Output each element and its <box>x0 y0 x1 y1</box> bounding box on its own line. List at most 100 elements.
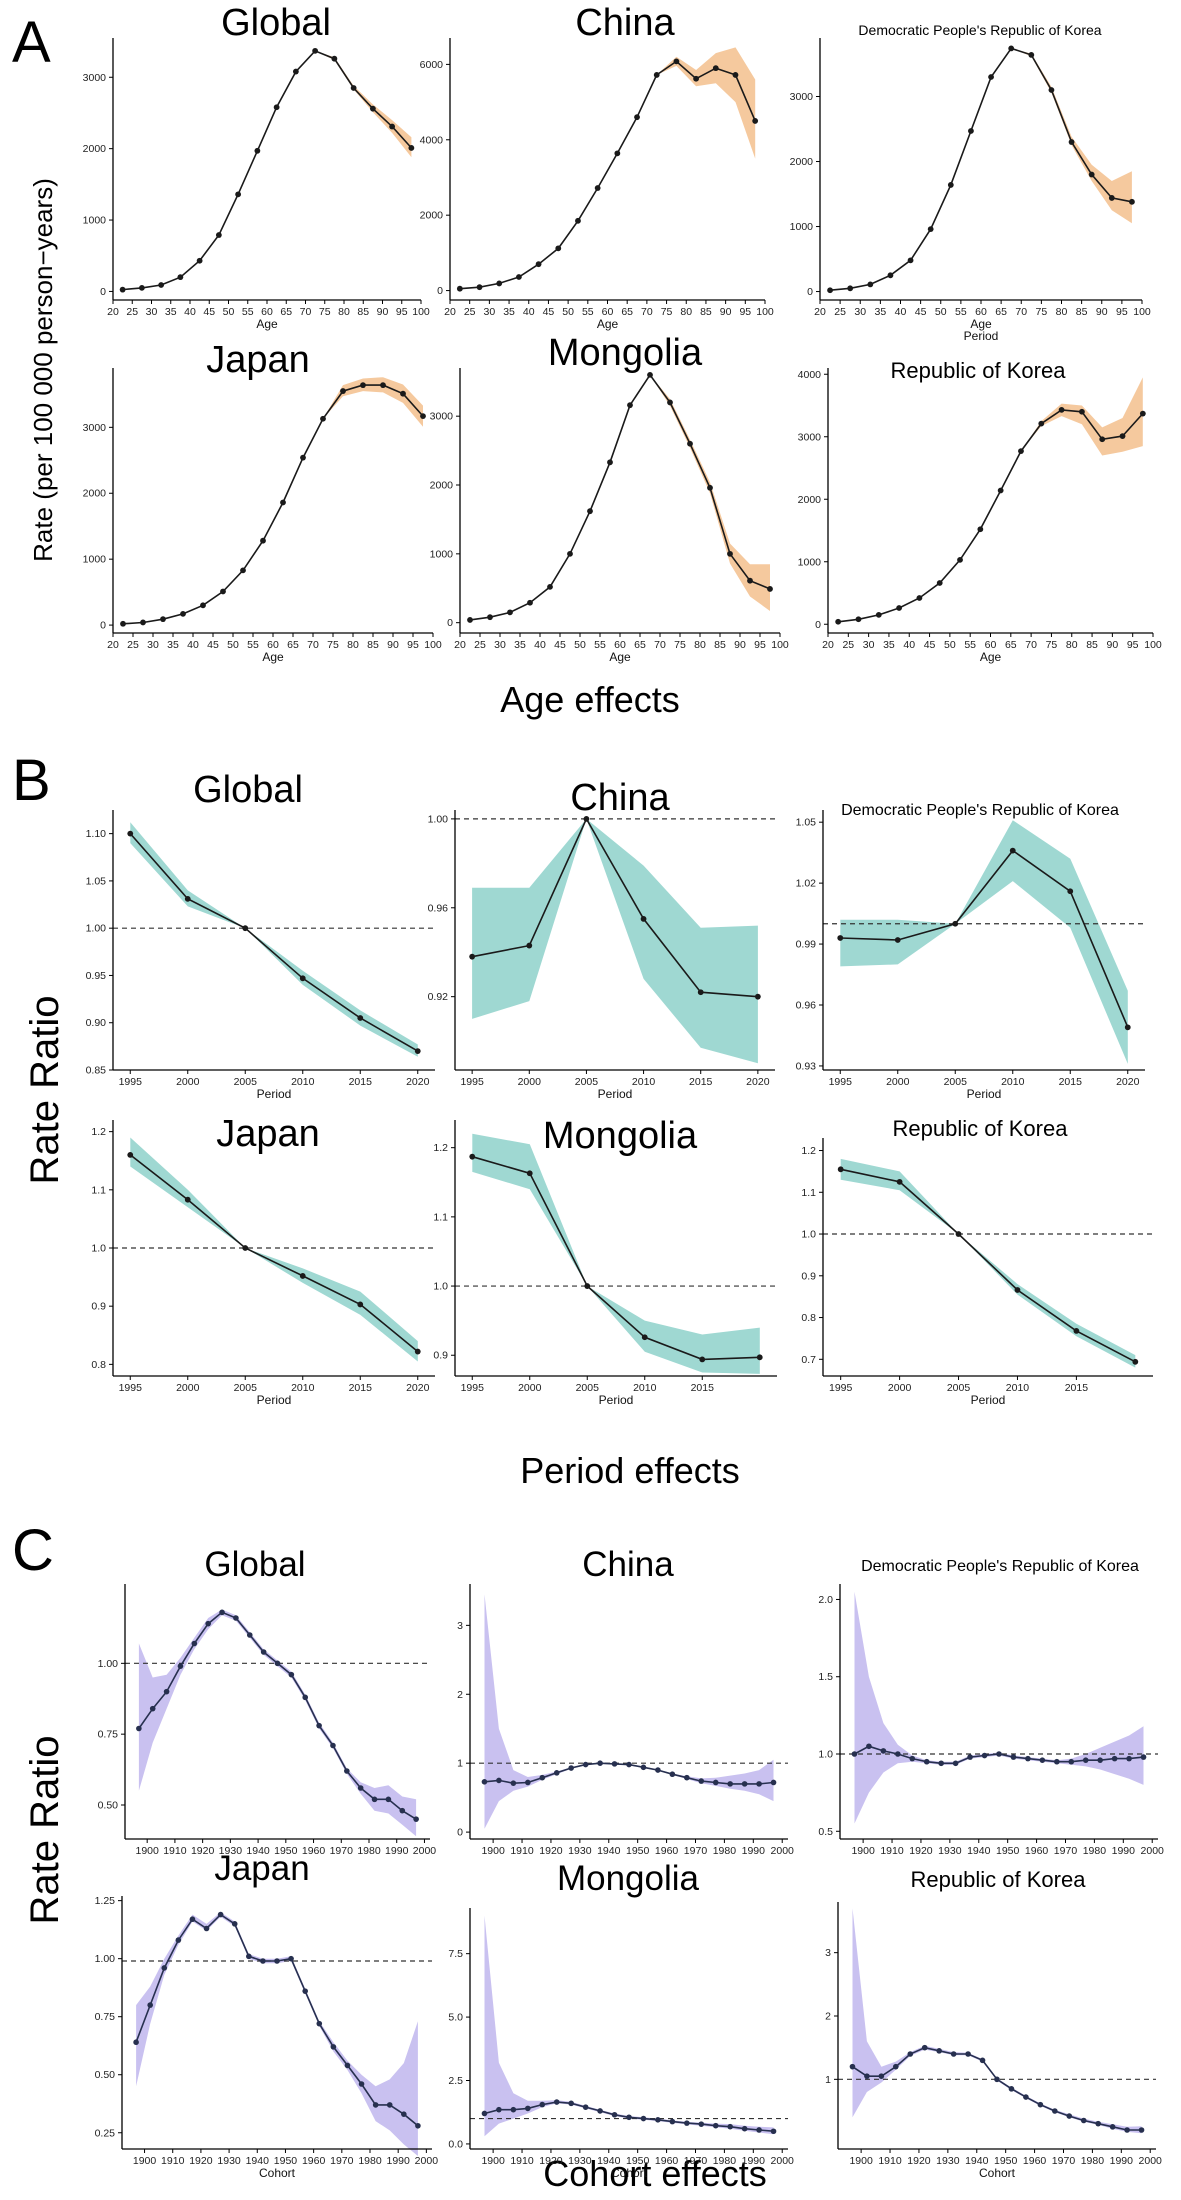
y-tick-label: 0.0 <box>448 2138 463 2150</box>
data-point <box>894 937 901 943</box>
x-tick-label: 2020 <box>1116 1076 1140 1088</box>
data-point <box>627 402 633 409</box>
x-tick-label: 1930 <box>938 1845 962 1857</box>
x-tick-label: 95 <box>739 306 751 318</box>
chart-A-rok: Republic of Korea 0 1000 2000 3000 4000 20 25 30… <box>798 358 1162 664</box>
confidence-band <box>123 377 423 624</box>
series-line <box>840 1168 1136 1363</box>
data-point <box>1073 1328 1080 1334</box>
x-tick-label: 60 <box>975 306 987 318</box>
data-point <box>507 609 513 616</box>
data-point <box>1095 2120 1101 2127</box>
data-point <box>634 114 640 121</box>
x-tick-label: 50 <box>223 306 235 318</box>
x-tick-label: 50 <box>227 639 239 651</box>
x-tick-label: 30 <box>147 639 159 651</box>
x-tick-label: 40 <box>895 306 907 318</box>
x-tick-label: 2005 <box>575 1076 599 1088</box>
x-tick-label: 1980 <box>358 2155 382 2167</box>
y-tick-label: 5.0 <box>448 2012 463 2024</box>
x-tick-label: 30 <box>854 306 866 318</box>
data-point <box>547 583 553 590</box>
data-point <box>330 1742 336 1749</box>
x-axis-title: Period <box>971 1393 1006 1407</box>
chart-B-global: Global 0.85 0.90 0.95 1.00 1.05 1.10 1995 2000 20… <box>86 769 435 1101</box>
data-point <box>1068 1758 1075 1765</box>
data-point <box>712 2122 719 2129</box>
data-point <box>469 1153 476 1160</box>
data-point <box>1132 1358 1139 1365</box>
x-tick-label: 20 <box>107 639 119 651</box>
data-point <box>938 1760 944 1767</box>
data-point <box>288 1955 294 1962</box>
data-point <box>219 1609 225 1616</box>
x-tick-label: 2010 <box>1001 1076 1025 1088</box>
x-tick-label: 1900 <box>481 1845 505 1857</box>
chart-title: Democratic People's Republic of Korea <box>841 802 1119 819</box>
data-point <box>653 72 660 78</box>
data-point <box>184 1196 191 1203</box>
y-tick-label: 1.0 <box>91 1243 106 1255</box>
x-tick-label: 70 <box>654 639 666 651</box>
x-tick-label: 1990 <box>742 1845 766 1857</box>
x-tick-label: 60 <box>261 306 273 318</box>
y-tick-label: 0.75 <box>98 1729 119 1741</box>
data-point <box>567 550 573 557</box>
x-tick-label: 2000 <box>413 1845 437 1857</box>
x-tick-label: 1960 <box>655 2155 679 2167</box>
series-line <box>830 47 1133 291</box>
data-point <box>467 617 473 623</box>
y-tick-label: 0 <box>807 286 813 298</box>
x-tick-label: 35 <box>167 639 179 651</box>
data-point <box>260 1958 266 1964</box>
data-point <box>647 371 653 378</box>
confidence-band <box>838 377 1143 622</box>
y-tick-label: 1000 <box>83 554 107 566</box>
x-tick-label: 2000 <box>415 2155 439 2167</box>
data-point <box>175 1937 182 1943</box>
chart-title: China <box>582 1545 674 1584</box>
chart-A-mongolia: Mongolia 0 1000 2000 3000 20 25 30 35 40 45 50 55 60 6… <box>430 332 789 664</box>
data-point <box>246 1953 252 1960</box>
x-tick-label: 50 <box>574 639 586 651</box>
data-point <box>273 104 280 111</box>
data-point <box>481 1778 488 1785</box>
data-point <box>357 1785 364 1791</box>
data-point <box>510 1780 517 1786</box>
data-point <box>280 499 286 506</box>
data-point <box>217 1911 224 1918</box>
chart-C-china: China 0 1 2 3 1900 1910 1920 1930 1940 1950 1960 197… <box>457 1545 794 1857</box>
chart-A-global: Global 0 1000 2000 3000 20 25 30 35 40 45 50 55 60 65 7… <box>83 2 430 331</box>
data-point <box>163 1688 170 1695</box>
data-point <box>1080 2117 1087 2124</box>
data-point <box>1052 2108 1058 2114</box>
data-point <box>896 1178 903 1185</box>
data-point <box>950 2051 957 2057</box>
x-tick-label: 1920 <box>539 2155 563 2167</box>
data-point <box>138 284 145 291</box>
x-tick-label: 100 <box>424 639 442 651</box>
x-tick-label: 2020 <box>406 1382 430 1394</box>
series-line <box>840 849 1129 1028</box>
x-tick-label: 2000 <box>1141 1845 1165 1857</box>
series-line <box>471 817 758 998</box>
data-point <box>344 1768 350 1774</box>
x-tick-label: 20 <box>444 306 456 318</box>
x-tick-label: 75 <box>674 639 686 651</box>
x-tick-label: 1990 <box>385 1845 409 1857</box>
x-tick-label: 30 <box>863 639 875 651</box>
y-tick-label: 0 <box>100 286 106 298</box>
data-point <box>235 191 242 198</box>
data-point <box>526 1170 533 1177</box>
confidence-band <box>459 47 756 289</box>
y-tick-label: 1.05 <box>796 817 817 829</box>
data-point <box>240 567 246 574</box>
y-tick-label: 2000 <box>790 156 814 168</box>
data-point <box>747 577 753 584</box>
x-tick-label: 2015 <box>1059 1076 1083 1088</box>
x-tick-label: 1910 <box>161 2155 185 2167</box>
x-tick-label: 1900 <box>136 1845 160 1857</box>
x-tick-label: 70 <box>307 639 319 651</box>
x-axis-title: Age <box>980 650 1002 664</box>
x-tick-label: 1910 <box>878 2155 902 2167</box>
